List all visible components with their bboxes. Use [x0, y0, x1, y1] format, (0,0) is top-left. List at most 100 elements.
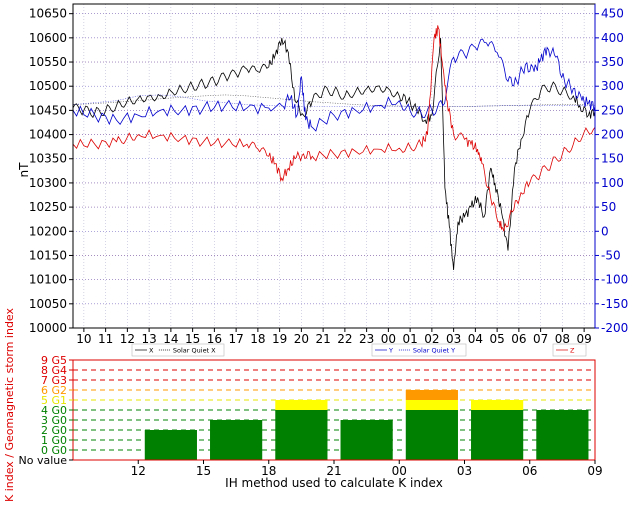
k-index-bar: [405, 390, 458, 400]
right-tick-label: 450: [601, 7, 624, 21]
left-tick-label: 10650: [29, 7, 67, 21]
legend-box: [131, 343, 225, 357]
x-tick-label: 02: [424, 332, 439, 346]
series-line-y: [72, 38, 596, 132]
series-line-x: [72, 37, 596, 271]
k-index-bar: [536, 410, 589, 460]
k-tick-label: 5 G1: [41, 394, 67, 407]
left-tick-label: 10200: [29, 224, 67, 238]
k-tick-label: 1 G0: [41, 434, 67, 447]
legend-label: Y: [388, 347, 393, 355]
x-tick-label: 19: [272, 332, 287, 346]
right-tick-label: 400: [601, 31, 624, 45]
k-tick-label: 3 G0: [41, 414, 67, 427]
x-tick-label: 08: [555, 332, 570, 346]
left-tick-label: 10600: [29, 31, 67, 45]
k-x-tick-label: 21: [326, 464, 341, 478]
k-index-bar: [144, 430, 197, 460]
k-index-bar: [471, 410, 524, 460]
x-tick-label: 06: [511, 332, 526, 346]
k-index-bar: [405, 400, 458, 410]
k-x-axis-label: IH method used to calculate K index: [225, 476, 443, 490]
series-line-solar-quiet-x: [72, 94, 595, 107]
x-tick-label: 00: [381, 332, 396, 346]
k-tick-label: No value: [18, 454, 67, 467]
left-tick-label: 10300: [29, 176, 67, 190]
x-tick-label: 18: [250, 332, 265, 346]
right-tick-label: -200: [601, 321, 628, 335]
x-tick-label: 11: [98, 332, 113, 346]
k-index-bar: [340, 420, 393, 460]
legend-label: Solar Quiet Y: [413, 347, 455, 355]
x-tick-label: 12: [120, 332, 135, 346]
series-line-z: [72, 25, 596, 232]
right-tick-label: 350: [601, 55, 624, 69]
x-tick-label: 23: [359, 332, 374, 346]
x-tick-label: 20: [294, 332, 309, 346]
k-index-bar: [405, 410, 458, 460]
k-index-bar: [210, 420, 263, 460]
left-tick-label: 10050: [29, 297, 67, 311]
k-tick-label: 4 G0: [41, 404, 67, 417]
right-tick-label: -50: [601, 248, 621, 262]
k-x-tick-label: 06: [522, 464, 537, 478]
left-tick-label: 10400: [29, 128, 67, 142]
x-tick-label: 22: [337, 332, 352, 346]
k-x-tick-label: 09: [587, 464, 602, 478]
k-y-axis-label: K index / Geomagnetic storm index: [3, 308, 16, 503]
k-x-tick-label: 12: [131, 464, 146, 478]
magnetic-field-panel: 1000010050101001015010200102501030010350…: [17, 3, 628, 357]
x-tick-label: 01: [402, 332, 417, 346]
k-tick-label: 7 G3: [41, 374, 67, 387]
left-tick-label: 10500: [29, 79, 67, 93]
right-tick-label: -100: [601, 273, 628, 287]
k-tick-label: 2 G0: [41, 424, 67, 437]
k-x-tick-label: 00: [392, 464, 407, 478]
k-index-bar: [275, 400, 328, 410]
right-tick-label: -150: [601, 297, 628, 311]
x-tick-label: 04: [468, 332, 483, 346]
x-tick-label: 21: [315, 332, 330, 346]
right-tick-label: 300: [601, 79, 624, 93]
series-line-solar-quiet-y: [72, 94, 595, 107]
left-tick-label: 10250: [29, 200, 67, 214]
right-tick-label: 50: [601, 200, 616, 214]
legend-1: X Solar Quiet X: [131, 343, 225, 357]
left-tick-label: 10000: [29, 321, 67, 335]
left-tick-label: 10350: [29, 152, 67, 166]
right-tick-label: 100: [601, 176, 624, 190]
right-tick-label: 250: [601, 103, 624, 117]
k-index-bar: [471, 400, 524, 410]
x-tick-label: 15: [185, 332, 200, 346]
legend-box: [552, 343, 587, 357]
left-tick-label: 10150: [29, 248, 67, 262]
x-tick-label: 09: [576, 332, 591, 346]
left-tick-label: 10450: [29, 103, 67, 117]
left-tick-label: 10550: [29, 55, 67, 69]
k-x-tick-label: 15: [196, 464, 211, 478]
x-tick-label: 16: [207, 332, 222, 346]
legend-label: Z: [570, 347, 575, 355]
right-tick-label: 0: [601, 224, 609, 238]
k-x-tick-label: 18: [261, 464, 276, 478]
k-x-tick-label: 03: [457, 464, 472, 478]
left-tick-label: 10100: [29, 273, 67, 287]
legend-label: Solar Quiet X: [173, 347, 216, 355]
right-tick-label: 200: [601, 128, 624, 142]
x-tick-label: 03: [446, 332, 461, 346]
x-tick-label: 13: [141, 332, 156, 346]
x-tick-label: 05: [489, 332, 504, 346]
k-tick-label: 9 G5: [41, 354, 67, 367]
k-index-bar: [275, 410, 328, 460]
x-tick-label: 14: [163, 332, 178, 346]
top-plot-background: [73, 4, 595, 328]
x-tick-label: 17: [228, 332, 243, 346]
legend-2: Y Solar Quiet Y: [371, 343, 467, 357]
k-tick-label: 6 G2: [41, 384, 67, 397]
right-tick-label: 150: [601, 152, 624, 166]
k-tick-label: 8 G4: [41, 364, 67, 377]
legend-3: Z: [552, 343, 587, 357]
x-tick-label: 07: [533, 332, 548, 346]
